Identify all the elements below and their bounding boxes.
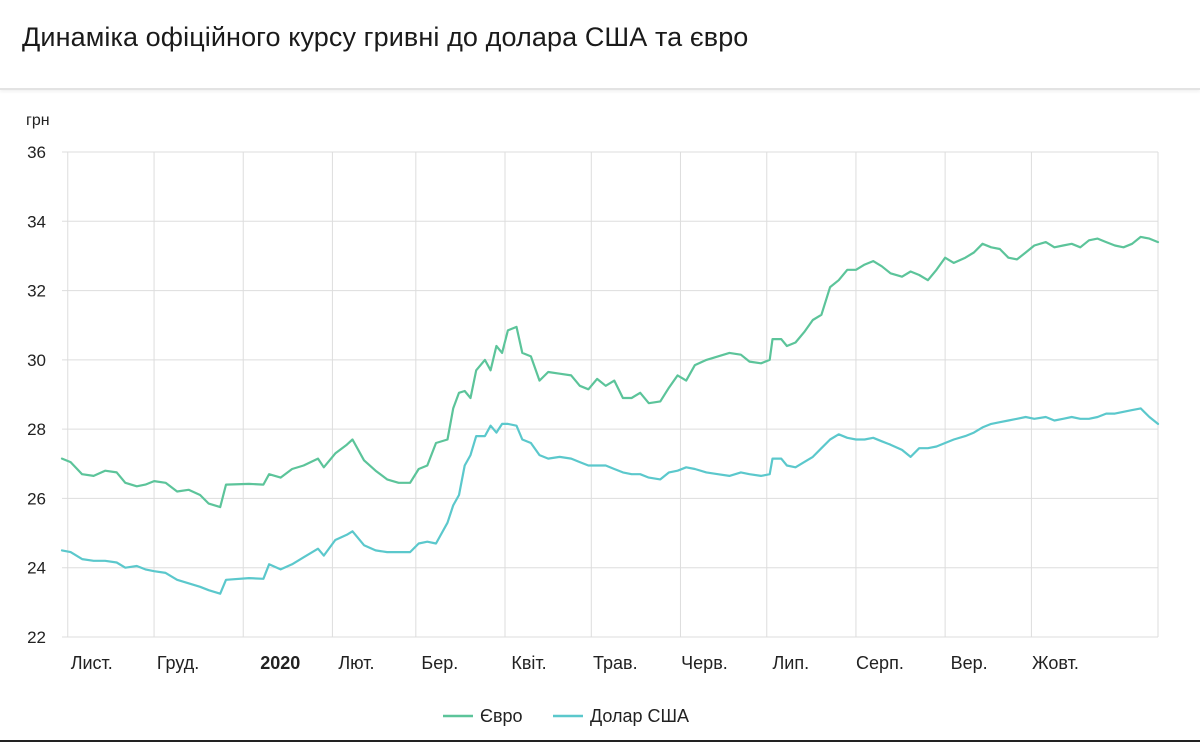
chart-header: Динаміка офіційного курсу гривні до дола… <box>0 0 1200 90</box>
y-tick-label: 30 <box>27 351 46 370</box>
y-tick-label: 26 <box>27 489 46 508</box>
legend-label: Євро <box>480 706 523 726</box>
y-tick-label: 36 <box>27 143 46 162</box>
series-lines <box>60 235 1160 595</box>
bottom-border <box>0 740 1200 742</box>
y-tick-label: 24 <box>27 559 46 578</box>
x-tick-label: Бер. <box>421 653 458 673</box>
legend-item-usd[interactable]: Долар США <box>553 706 689 726</box>
x-tick-label: Квіт. <box>511 653 546 673</box>
y-tick-label: 22 <box>27 628 46 647</box>
grid-lines <box>62 151 1159 638</box>
x-tick-label: Жовт. <box>1032 653 1079 673</box>
x-tick-label: Вер. <box>951 653 988 673</box>
y-tick-label: 28 <box>27 420 46 439</box>
chart-title: Динаміка офіційного курсу гривні до дола… <box>22 22 749 52</box>
x-tick-label: 2020 <box>260 653 300 673</box>
usd-series-line <box>60 407 1160 595</box>
x-tick-label: Лист. <box>71 653 113 673</box>
x-tick-label: Трав. <box>593 653 638 673</box>
legend[interactable]: Євро Долар США <box>443 706 689 726</box>
x-tick-label: Лип. <box>772 653 809 673</box>
legend-item-euro[interactable]: Євро <box>443 706 523 726</box>
x-tick-label: Черв. <box>681 653 728 673</box>
y-axis-unit-label: грн <box>26 112 50 129</box>
y-tick-label: 34 <box>27 212 46 231</box>
x-tick-label: Лют. <box>338 653 374 673</box>
x-axis-labels: Лист. Груд. 2020 Лют. Бер. Квіт. Трав. Черв. Лип… <box>71 653 1079 673</box>
x-tick-label: Груд. <box>157 653 199 673</box>
euro-series-line <box>60 235 1160 509</box>
y-axis-labels: 22 24 26 28 30 32 34 36 <box>27 143 46 647</box>
x-tick-label: Серп. <box>856 653 904 673</box>
y-tick-label: 32 <box>27 282 46 301</box>
legend-label: Долар США <box>590 706 689 726</box>
